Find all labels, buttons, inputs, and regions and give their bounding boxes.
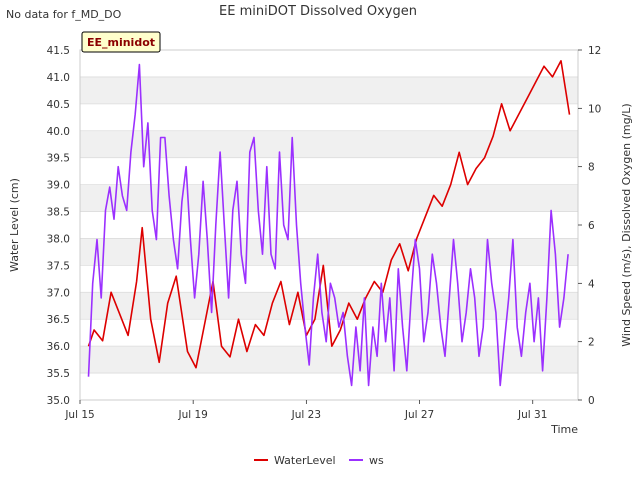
y-tick-left-label: 41.0 — [47, 72, 70, 84]
y-tick-left-label: 37.0 — [47, 287, 70, 299]
legend-label-waterlevel: WaterLevel — [274, 454, 336, 467]
y-tick-left-label: 38.0 — [47, 233, 70, 245]
x-tick-label: Jul 19 — [177, 409, 207, 421]
x-axis-label: Time — [550, 423, 578, 436]
no-data-text: No data for f_MD_DO — [6, 8, 122, 21]
series-layer — [87, 59, 571, 387]
y-tick-right-label: 6 — [588, 220, 595, 232]
station-badge-label: EE_minidot — [87, 36, 155, 49]
x-tick-label: Jul 23 — [291, 409, 321, 421]
y-tick-left-label: 39.0 — [47, 180, 70, 192]
band — [80, 184, 578, 212]
axes: 35.0 35.5 36.0 36.5 37.0 37.5 38.0 38.5 39.0 39.5… — [47, 45, 602, 421]
band — [80, 346, 578, 374]
legend-label-ws: ws — [369, 454, 384, 467]
band — [80, 76, 578, 104]
legend-item-ws: ws — [349, 454, 384, 467]
y-tick-right-label: 8 — [588, 162, 595, 174]
y-tick-right-label: 4 — [588, 278, 595, 290]
y-tick-left-label: 35.0 — [47, 395, 70, 407]
series-line-ws — [87, 63, 569, 387]
y-tick-left-label: 36.5 — [47, 314, 70, 326]
band — [80, 130, 578, 158]
legend: WaterLevel ws — [254, 454, 384, 467]
y-tick-right-label: 0 — [588, 395, 595, 407]
y-tick-right-label: 10 — [588, 103, 601, 115]
x-tick-label: Jul 27 — [404, 409, 434, 421]
y-tick-left-label: 35.5 — [47, 368, 70, 380]
y-tick-left-label: 40.5 — [47, 99, 70, 111]
y-axis-left-label: Water Level (cm) — [8, 178, 21, 272]
y-tick-right-label: 12 — [588, 45, 601, 57]
y-tick-left-label: 40.0 — [47, 126, 70, 138]
y-tick-right-label: 2 — [588, 337, 595, 349]
series-line-waterlevel — [87, 59, 571, 369]
chart-title: EE miniDOT Dissolved Oxygen — [219, 4, 417, 19]
band — [80, 238, 578, 266]
legend-item-waterlevel: WaterLevel — [254, 454, 336, 467]
y-tick-left-label: 36.0 — [47, 341, 70, 353]
y-axis-right-label: Wind Speed (m/s), Dissolved Oxygen (mg/L… — [620, 103, 633, 346]
y-tick-left-label: 37.5 — [47, 260, 70, 272]
y-tick-left-label: 39.5 — [47, 153, 70, 165]
x-tick-label: Jul 31 — [517, 409, 547, 421]
y-tick-left-label: 41.5 — [47, 45, 70, 57]
y-tick-left-label: 38.5 — [47, 207, 70, 219]
station-badge: EE_minidot — [81, 31, 161, 53]
x-tick-label: Jul 15 — [64, 409, 94, 421]
plot-background-bands — [80, 76, 578, 374]
